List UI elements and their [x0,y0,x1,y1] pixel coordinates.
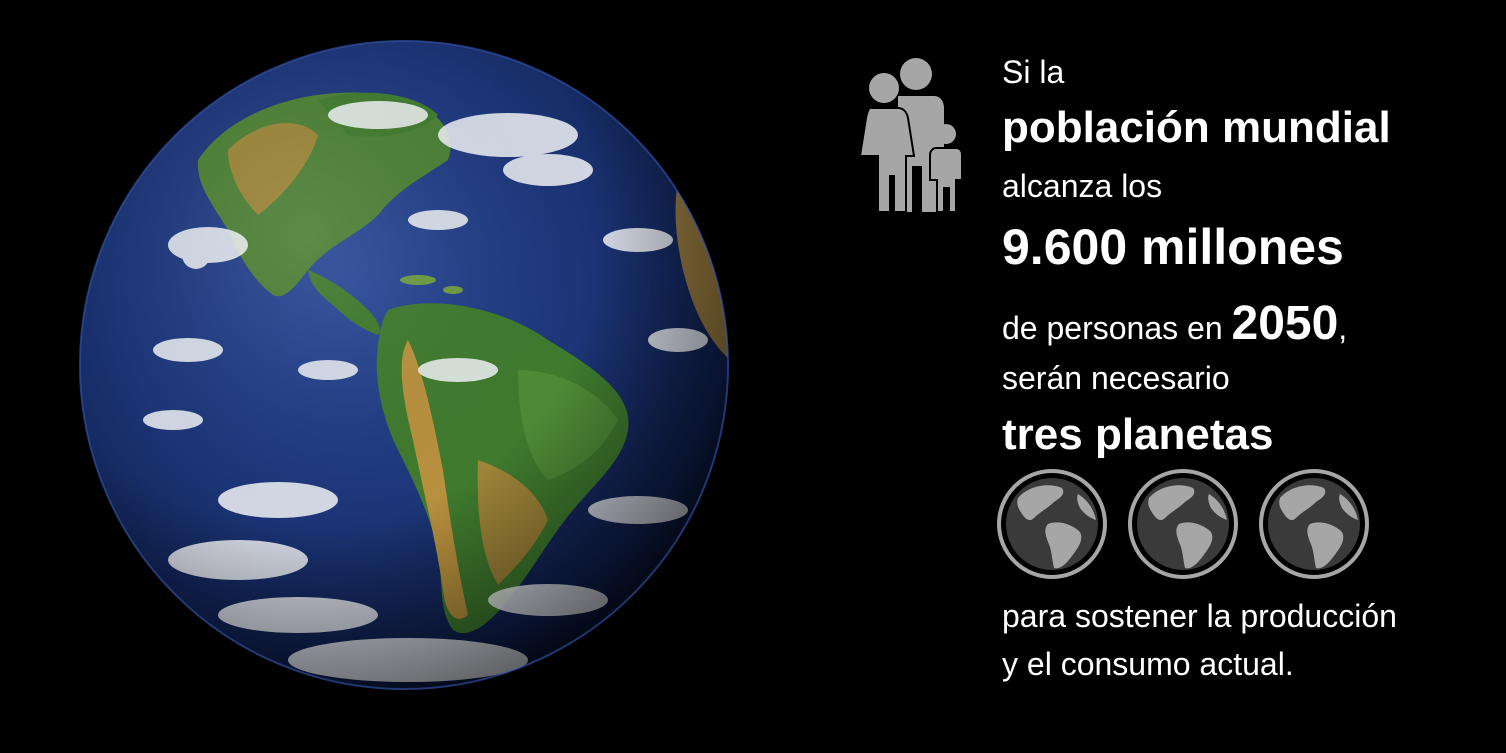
year-prefix: de personas en [1002,310,1232,346]
year-suffix: , [1338,310,1348,346]
sustain-text: para sostener la producción [1002,598,1397,634]
necessary-text: serán necesario [1002,360,1230,396]
reaches-text: alcanza los [1002,168,1163,204]
year-sentence: de personas en 2050, [1002,296,1347,351]
earth-photo [79,40,729,690]
planet-globe-icon [1259,469,1369,579]
intro-text: Si la [1002,54,1065,90]
planet-icons-row [996,468,1376,580]
population-figure: 9.600 millones [1002,219,1344,275]
planet-globe-icon [1128,469,1238,579]
year-value: 2050 [1231,297,1339,350]
consumption-text: y el consumo actual. [1002,646,1294,682]
three-planets-heading: tres planetas [1002,410,1274,459]
planet-globe-icon [997,469,1107,579]
family-icon [858,58,963,213]
population-heading: población mundial [1002,103,1391,152]
